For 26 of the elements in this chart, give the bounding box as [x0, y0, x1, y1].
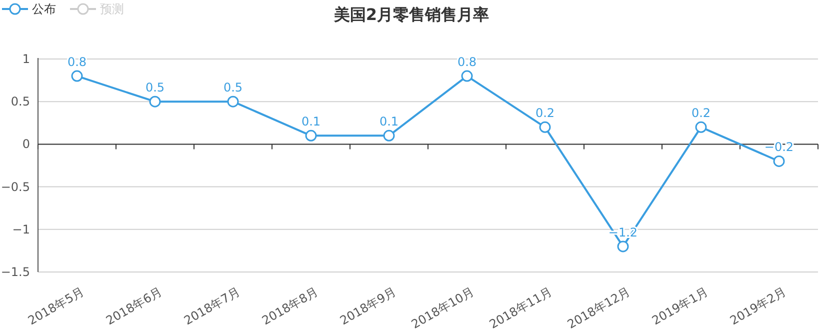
data-label: 0.1: [379, 114, 399, 129]
y-tick-label: 0.5: [10, 94, 30, 109]
y-tick-label: 0: [22, 137, 30, 152]
point: [617, 240, 629, 252]
chart-title: 美国2月零售销售月率: [332, 5, 490, 24]
data-label: 0.1: [301, 114, 321, 129]
point: [461, 70, 473, 82]
point: [695, 121, 707, 133]
point: [227, 96, 239, 108]
data-label: 0.2: [691, 106, 711, 120]
y-tick-label: −1: [12, 222, 30, 236]
point: [383, 130, 395, 142]
point: [539, 121, 551, 133]
data-label: 0.5: [223, 80, 243, 95]
y-tick-label: −1.5: [0, 265, 30, 279]
y-tick-label: −0.5: [0, 180, 30, 194]
point: [71, 70, 83, 82]
data-label: 0.5: [145, 80, 165, 95]
point: [149, 96, 161, 108]
point: [305, 130, 317, 142]
data-label: 0.8: [67, 55, 87, 70]
data-label: 0.2: [535, 106, 555, 120]
y-tick-label: 1: [22, 52, 30, 66]
legend-label: 公布: [32, 2, 56, 16]
data-label: 0.8: [457, 55, 477, 70]
point: [773, 155, 785, 167]
